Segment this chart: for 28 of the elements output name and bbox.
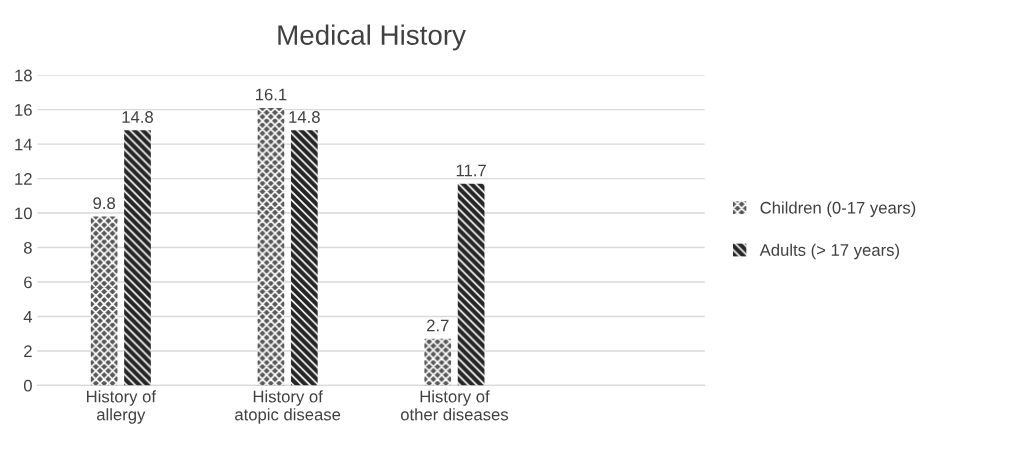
data-label: 9.8 — [93, 197, 115, 210]
x-tick-label: History of allergy — [86, 390, 157, 424]
y-tick-label: 8 — [24, 241, 32, 254]
data-label: 2.7 — [427, 319, 449, 332]
data-label: 14.8 — [122, 111, 153, 123]
bar — [424, 338, 452, 386]
data-label: 14.8 — [289, 111, 320, 123]
data-label: 16.1 — [256, 88, 287, 101]
bar — [124, 130, 151, 386]
y-tick-label: 4 — [23, 311, 33, 323]
y-tick-label: 14 — [15, 138, 33, 151]
bar — [290, 130, 318, 386]
y-tick-label: 0 — [23, 379, 32, 392]
data-label: 11.7 — [456, 164, 486, 177]
y-tick-label: 10 — [15, 207, 32, 220]
y-tick-label: 6 — [24, 276, 32, 289]
bar — [90, 216, 118, 386]
bar — [257, 107, 285, 386]
y-tick-label: 16 — [15, 104, 32, 116]
y-tick-label: 18 — [15, 69, 32, 82]
x-tick-label: History of other diseases — [400, 390, 509, 421]
x-tick-label: History of atopic disease — [235, 390, 341, 424]
y-tick-label: 12 — [15, 173, 32, 185]
legend-label: Adults (> 17 years) — [759, 243, 899, 260]
chart-title: Medical History — [278, 24, 466, 51]
legend-label: Children (0-17 years) — [760, 201, 916, 217]
y-tick-label: 2 — [24, 345, 32, 357]
bar — [457, 183, 485, 386]
